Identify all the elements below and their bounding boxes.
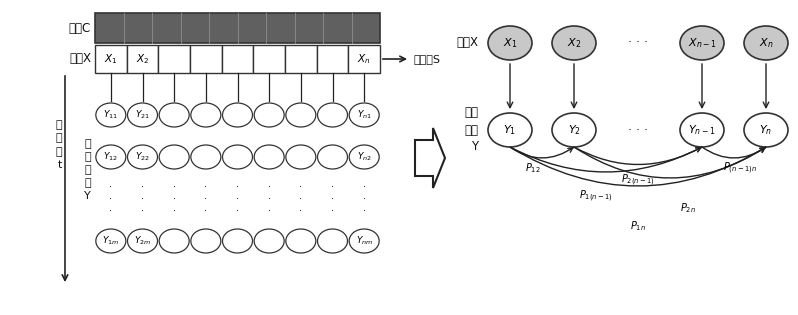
Text: $Y_{22}$: $Y_{22}$ bbox=[135, 151, 150, 163]
Ellipse shape bbox=[350, 103, 379, 127]
Text: ·
·
·: · · · bbox=[141, 182, 144, 215]
Ellipse shape bbox=[350, 145, 379, 169]
Ellipse shape bbox=[96, 103, 126, 127]
Text: 决策
空间
Y: 决策 空间 Y bbox=[464, 106, 478, 153]
Ellipse shape bbox=[223, 145, 252, 169]
Text: ·
·
·: · · · bbox=[362, 182, 365, 215]
Ellipse shape bbox=[96, 145, 126, 169]
Ellipse shape bbox=[96, 229, 126, 253]
Ellipse shape bbox=[159, 145, 189, 169]
Ellipse shape bbox=[318, 103, 347, 127]
Ellipse shape bbox=[680, 113, 724, 147]
Text: $P_{2n}$: $P_{2n}$ bbox=[680, 201, 696, 215]
Text: 动
作
空
间
Y: 动 作 空 间 Y bbox=[85, 139, 91, 201]
Text: ·
·
·: · · · bbox=[172, 182, 176, 215]
Ellipse shape bbox=[191, 229, 221, 253]
Text: 支架X: 支架X bbox=[69, 53, 91, 66]
Text: $Y_n$: $Y_n$ bbox=[760, 123, 772, 137]
Text: $P_{2(n-1)}$: $P_{2(n-1)}$ bbox=[621, 173, 655, 188]
Text: 时
间
轴
t: 时 间 轴 t bbox=[55, 120, 62, 170]
Text: $Y_{nm}$: $Y_{nm}$ bbox=[356, 235, 373, 247]
Text: ·
·
·: · · · bbox=[331, 182, 334, 215]
Ellipse shape bbox=[286, 145, 316, 169]
Bar bbox=[317, 45, 349, 73]
Bar bbox=[285, 45, 317, 73]
Text: $X_1$: $X_1$ bbox=[104, 52, 117, 66]
Ellipse shape bbox=[744, 26, 788, 60]
Ellipse shape bbox=[255, 103, 284, 127]
Text: $P_{12}$: $P_{12}$ bbox=[524, 161, 540, 175]
Text: $X_n$: $X_n$ bbox=[358, 52, 371, 66]
Text: ·
·
·: · · · bbox=[204, 182, 207, 215]
Bar bbox=[253, 45, 285, 73]
Text: $X_n$: $X_n$ bbox=[759, 36, 773, 50]
Ellipse shape bbox=[255, 229, 284, 253]
Bar bbox=[349, 45, 380, 73]
Bar bbox=[190, 45, 222, 73]
Text: ·
·
·: · · · bbox=[267, 182, 271, 215]
Ellipse shape bbox=[286, 103, 316, 127]
Text: $Y_{12}$: $Y_{12}$ bbox=[104, 151, 118, 163]
Text: $Y_{1m}$: $Y_{1m}$ bbox=[102, 235, 120, 247]
Text: ·
·
·: · · · bbox=[299, 182, 302, 215]
Ellipse shape bbox=[350, 229, 379, 253]
Ellipse shape bbox=[191, 103, 221, 127]
Bar bbox=[158, 45, 190, 73]
Text: $Y_{2m}$: $Y_{2m}$ bbox=[134, 235, 151, 247]
Text: $P_{1(n-1)}$: $P_{1(n-1)}$ bbox=[579, 189, 613, 204]
Ellipse shape bbox=[318, 229, 347, 253]
Ellipse shape bbox=[488, 26, 532, 60]
Ellipse shape bbox=[159, 229, 189, 253]
Text: ·
·
·: · · · bbox=[109, 182, 113, 215]
Text: 空间轴S: 空间轴S bbox=[413, 54, 440, 64]
Text: · · ·: · · · bbox=[628, 123, 648, 136]
Ellipse shape bbox=[255, 145, 284, 169]
Ellipse shape bbox=[318, 145, 347, 169]
Ellipse shape bbox=[680, 26, 724, 60]
Ellipse shape bbox=[488, 113, 532, 147]
Text: $P_{1n}$: $P_{1n}$ bbox=[630, 219, 646, 233]
Text: $Y_{11}$: $Y_{11}$ bbox=[103, 109, 118, 121]
Ellipse shape bbox=[286, 229, 316, 253]
Text: $Y_{n2}$: $Y_{n2}$ bbox=[357, 151, 372, 163]
Text: $Y_2$: $Y_2$ bbox=[567, 123, 580, 137]
Ellipse shape bbox=[552, 113, 596, 147]
Ellipse shape bbox=[191, 145, 221, 169]
Ellipse shape bbox=[128, 229, 157, 253]
Text: $Y_{n-1}$: $Y_{n-1}$ bbox=[688, 123, 716, 137]
Text: 条件X: 条件X bbox=[456, 37, 478, 49]
Text: $X_{n-1}$: $X_{n-1}$ bbox=[688, 36, 717, 50]
Ellipse shape bbox=[552, 26, 596, 60]
Ellipse shape bbox=[128, 103, 157, 127]
Ellipse shape bbox=[128, 145, 157, 169]
Text: $Y_{n1}$: $Y_{n1}$ bbox=[357, 109, 372, 121]
Ellipse shape bbox=[744, 113, 788, 147]
Text: $X_2$: $X_2$ bbox=[136, 52, 149, 66]
Text: $X_1$: $X_1$ bbox=[503, 36, 517, 50]
Text: $Y_{21}$: $Y_{21}$ bbox=[135, 109, 150, 121]
Ellipse shape bbox=[159, 103, 189, 127]
Bar bbox=[222, 45, 253, 73]
Text: $Y_1$: $Y_1$ bbox=[504, 123, 516, 137]
Bar bbox=[95, 13, 380, 43]
Ellipse shape bbox=[223, 229, 252, 253]
Text: · · ·: · · · bbox=[628, 37, 648, 49]
Bar bbox=[127, 45, 158, 73]
Text: $X_2$: $X_2$ bbox=[567, 36, 581, 50]
Text: ·
·
·: · · · bbox=[236, 182, 239, 215]
Text: 煤层C: 煤层C bbox=[69, 21, 91, 35]
Ellipse shape bbox=[223, 103, 252, 127]
Bar bbox=[95, 45, 127, 73]
Text: $P_{(n-1)n}$: $P_{(n-1)n}$ bbox=[723, 161, 757, 176]
